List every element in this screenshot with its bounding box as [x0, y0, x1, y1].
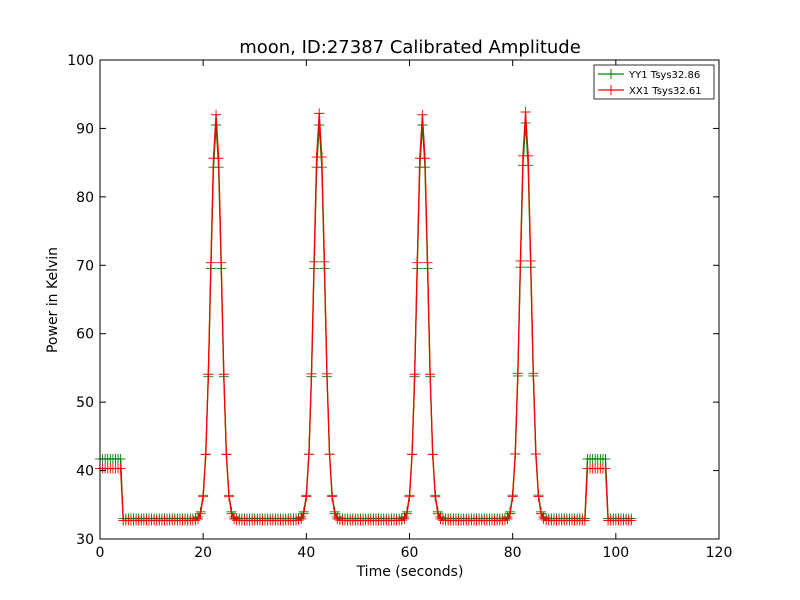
y-axis: 30 40 50 60 70 80 90 100 — [67, 53, 719, 548]
legend-label: XX1 Tsys32.61 — [629, 86, 702, 97]
legend-entry: XX1 Tsys32.61 — [598, 85, 702, 97]
data-point — [316, 152, 327, 163]
data-point — [417, 109, 428, 120]
data-point — [425, 369, 436, 380]
y-tick-label: 40 — [76, 464, 94, 480]
legend-label: YY1 Tsys32.86 — [628, 70, 700, 81]
data-point — [523, 150, 534, 161]
data-point — [579, 515, 590, 526]
data-point — [510, 448, 521, 459]
data-point — [525, 255, 536, 266]
data-point — [321, 368, 332, 379]
data-point — [412, 257, 423, 268]
data-point — [507, 491, 518, 502]
data-point — [600, 453, 611, 464]
data-point — [306, 368, 317, 379]
data-point — [296, 513, 307, 524]
data-point — [200, 449, 211, 460]
y-tick-label: 80 — [76, 190, 94, 206]
data-point — [218, 369, 229, 380]
data-point — [226, 508, 237, 519]
data-point — [319, 256, 330, 267]
data-point — [314, 108, 325, 119]
x-tick-label: 0 — [96, 545, 105, 561]
data-point — [229, 513, 240, 524]
data-point — [407, 449, 418, 460]
legend: YY1 Tsys32.86 XX1 Tsys32.61 — [593, 64, 715, 100]
data-point — [505, 508, 516, 519]
legend-frame — [593, 64, 715, 100]
data-point — [626, 515, 637, 526]
x-tick-label: 120 — [706, 545, 733, 561]
data-point — [396, 515, 407, 526]
x-axis-label: Time (seconds) — [356, 564, 464, 580]
data-point — [195, 508, 206, 519]
data-point — [502, 513, 513, 524]
data-point — [332, 513, 343, 524]
data-point — [221, 449, 232, 460]
data-point — [301, 491, 312, 502]
legend-entry: YY1 Tsys32.86 — [598, 69, 700, 81]
y-tick-label: 100 — [67, 53, 94, 69]
series-1 — [95, 107, 637, 526]
data-point — [324, 449, 335, 460]
data-point — [528, 368, 539, 379]
data-point — [600, 463, 611, 474]
data-point — [198, 491, 209, 502]
y-tick-label: 50 — [76, 395, 94, 411]
data-point — [223, 491, 234, 502]
data-point — [536, 508, 547, 519]
data-point — [211, 109, 222, 120]
x-tick-label: 40 — [297, 545, 315, 561]
legend-marker — [606, 85, 616, 95]
data-point — [512, 368, 523, 379]
data-point — [303, 449, 314, 460]
y-tick-label: 90 — [76, 121, 94, 137]
data-point — [327, 491, 338, 502]
data-point — [216, 257, 227, 268]
y-tick-label: 60 — [76, 327, 94, 343]
data-point — [190, 515, 201, 526]
data-point — [115, 463, 126, 474]
data-point — [515, 255, 526, 266]
data-point — [538, 513, 549, 524]
data-point — [205, 257, 216, 268]
x-axis: 0 20 40 60 80 100 120 — [96, 60, 733, 561]
data-point — [401, 508, 412, 519]
data-point — [419, 153, 430, 164]
data-point — [213, 153, 224, 164]
data-point — [298, 508, 309, 519]
x-tick-label: 60 — [401, 545, 419, 561]
plot-series — [95, 107, 637, 526]
data-point — [432, 508, 443, 519]
data-point — [533, 491, 544, 502]
data-point — [435, 513, 446, 524]
data-point — [520, 107, 531, 118]
x-tick-label: 100 — [602, 545, 629, 561]
data-point — [530, 448, 541, 459]
chart-title: moon, ID:27387 Calibrated Amplitude — [239, 37, 581, 58]
y-axis-label: Power in Kelvin — [45, 247, 61, 353]
data-point — [399, 513, 410, 524]
data-point — [203, 369, 214, 380]
data-point — [115, 453, 126, 464]
x-tick-label: 20 — [194, 545, 212, 561]
data-point — [193, 513, 204, 524]
data-point — [309, 256, 320, 267]
data-point — [427, 449, 438, 460]
data-point — [499, 515, 510, 526]
data-point — [293, 515, 304, 526]
data-point — [430, 491, 441, 502]
x-tick-label: 80 — [504, 545, 522, 561]
data-point — [404, 491, 415, 502]
legend-marker — [606, 69, 616, 79]
data-point — [422, 257, 433, 268]
y-tick-label: 70 — [76, 258, 94, 274]
data-point — [409, 369, 420, 380]
data-point — [329, 508, 340, 519]
y-tick-label: 30 — [76, 532, 94, 548]
